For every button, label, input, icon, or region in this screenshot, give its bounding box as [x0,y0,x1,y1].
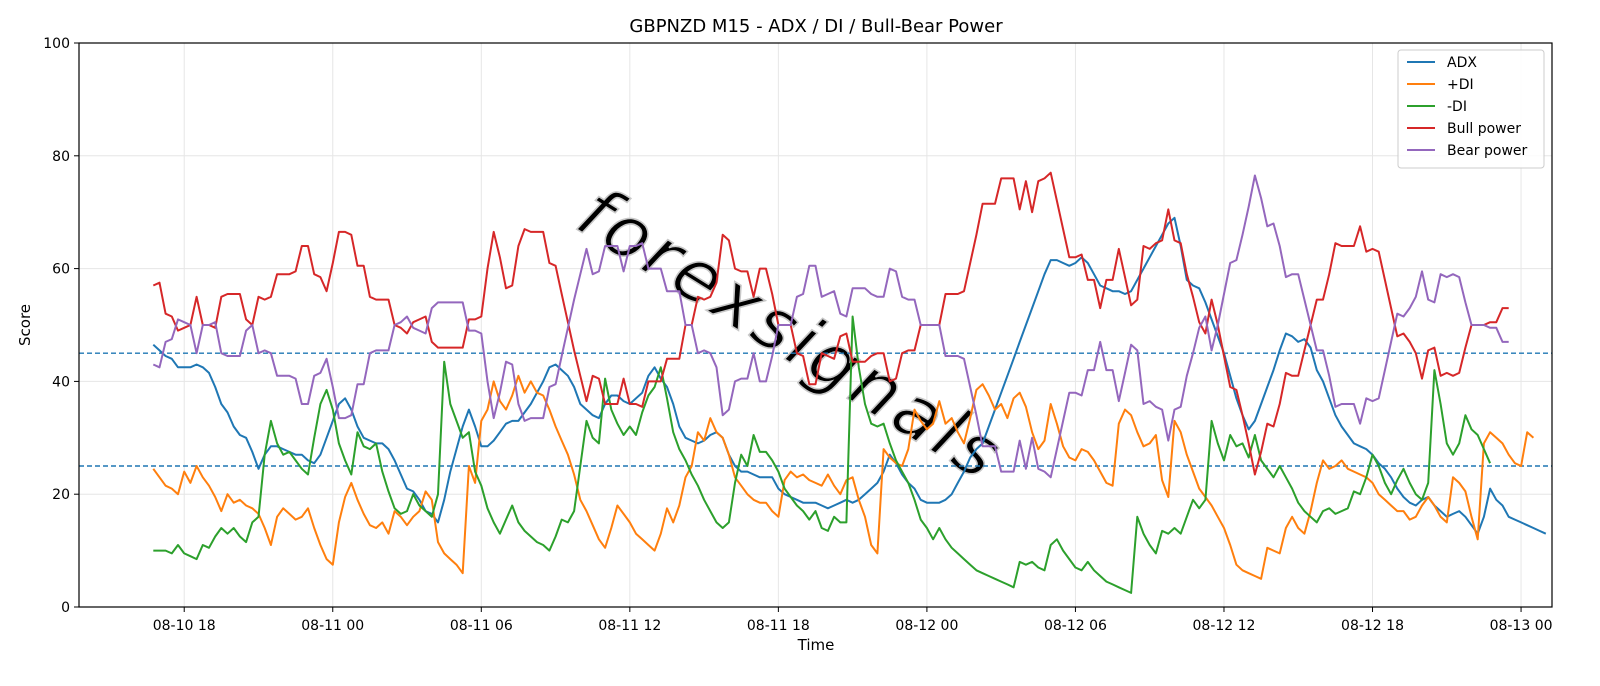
y-tick-label: 100 [43,36,70,52]
x-tick-label: 08-12 06 [1044,618,1107,634]
y-axis-label: Score [16,304,34,346]
series-lines [152,171,1547,594]
y-tick-label: 80 [52,149,70,165]
legend-label: -DI [1447,99,1467,115]
legend-box [1397,49,1545,169]
legend: ADX +DI -DI Bull power Bear power [1397,49,1545,169]
series-line--di [152,374,1535,580]
x-tick-label: 08-11 18 [747,618,810,634]
x-tick-label: 08-12 00 [895,618,958,634]
x-tick-label: 08-13 00 [1490,618,1553,634]
x-tick-label: 08-12 12 [1193,618,1256,634]
chart-title: GBPNZD M15 - ADX / DI / Bull-Bear Power [629,16,1003,37]
x-tick-label: 08-10 18 [153,618,216,634]
y-axis: 0 20 40 60 80 100 [43,36,79,616]
x-axis: 08-10 18 08-11 00 08-11 06 08-11 12 08-11 18… [153,607,1553,634]
plot-frame [78,42,1553,608]
y-tick-label: 60 [52,262,70,278]
y-tick-label: 20 [52,487,70,503]
x-tick-label: 08-11 06 [450,618,513,634]
series-line-adx [152,216,1547,535]
legend-label: Bull power [1447,121,1521,137]
legend-label: ADX [1447,55,1477,71]
series-line-bear-power [152,174,1509,479]
series-line--di [153,315,1492,594]
reference-lines [79,352,1552,467]
x-axis-label: Time [797,636,835,654]
y-tick-label: 0 [61,600,70,616]
series-line-bull-power [152,171,1509,476]
legend-label: +DI [1447,77,1474,93]
legend-label: Bear power [1447,143,1528,159]
x-tick-label: 08-11 12 [598,618,661,634]
x-tick-label: 08-12 18 [1341,618,1404,634]
x-tick-label: 08-11 00 [301,618,364,634]
y-tick-label: 40 [52,374,70,390]
